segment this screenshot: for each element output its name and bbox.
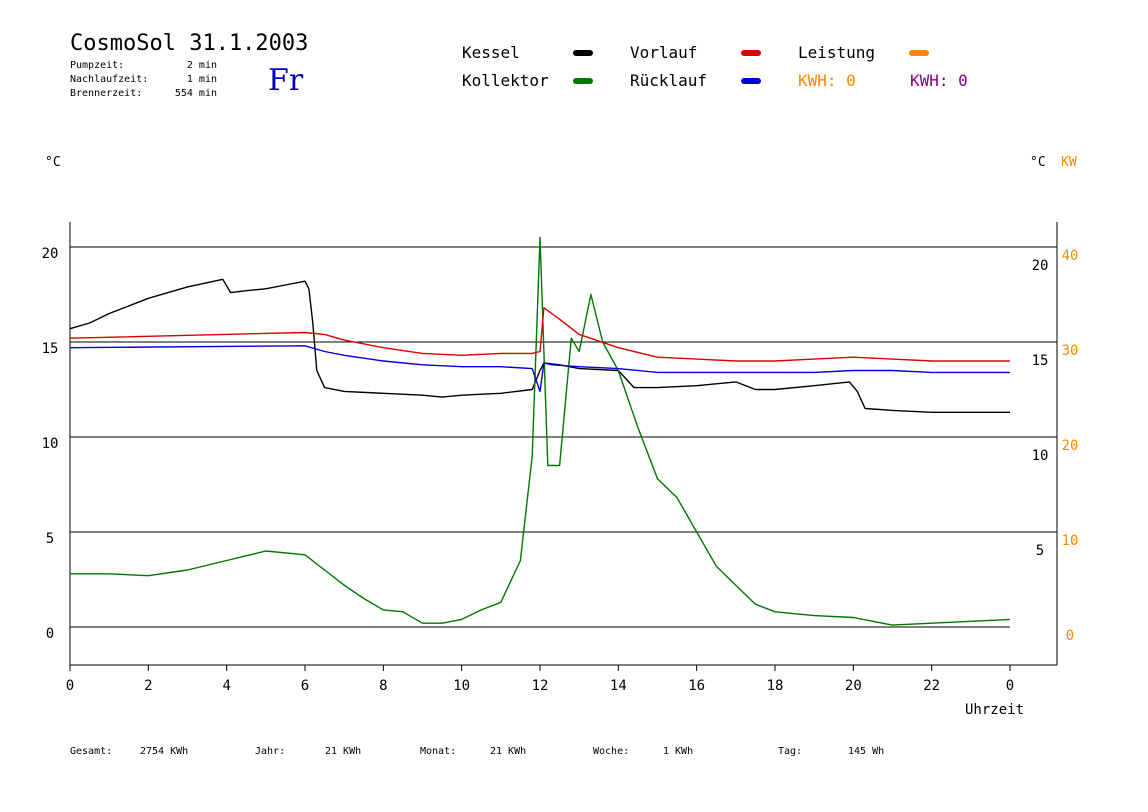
legend-label: Kessel [462,43,520,62]
x-tick-label: 16 [688,678,705,694]
x-tick-label: 12 [532,678,549,694]
x-tick-label: 10 [453,678,470,694]
y-tick-label-left: 0 [46,626,54,642]
info-label: Nachlaufzeit: [70,74,148,85]
footer-totals: Gesamt: 2754 KWh Jahr: 21 KWh Monat: 21 KWh Wo… [70,746,884,757]
legend-label: Kollektor [462,71,549,90]
footer-value: 2754 KWh [140,746,188,757]
y-tick-label-left: 20 [42,246,59,262]
series-line-kollektor [70,236,1011,626]
kwh-readout: KWH: 0 [910,71,968,90]
x-tick-label: 2 [144,678,152,694]
info-block: Pumpzeit: 2 min Nachlaufzeit: 1 min Brennerz… [70,60,217,99]
x-tick-label: 6 [301,678,309,694]
y-tick-label-kw: 30 [1062,343,1079,359]
y-tick-label-right: 20 [1032,258,1049,274]
x-tick-label: 4 [222,678,230,694]
y-tick-label-kw: 10 [1062,533,1079,549]
info-label: Pumpzeit: [70,60,124,71]
series-line-vorlauf [69,307,1010,362]
axes [69,222,1058,666]
footer-label: Jahr: [255,746,285,757]
info-value: 554 min [175,88,217,99]
kwh-readout: KWH: 0 [798,71,856,90]
footer-label: Gesamt: [70,746,112,757]
x-tick-label: 14 [610,678,627,694]
legend-label: Vorlauf [630,43,697,62]
x-tick-label: 20 [845,678,862,694]
footer-label: Woche: [593,746,629,757]
footer-label: Monat: [420,746,456,757]
info-label: Brennerzeit: [70,88,142,99]
y-axis-label-left: °C [45,155,61,170]
legend-label: Rücklauf [630,71,707,90]
info-value: 1 min [187,74,217,85]
tick-labels: 0 2 4 6 8 10 12 14 16 18 20 22 0 0 5 10 15 20 5 10 15 20 0 10 20… [42,246,1079,694]
y-tick-label-right: 10 [1032,448,1049,464]
y-tick-label-kw: 0 [1066,628,1074,644]
x-tick-label: 22 [923,678,940,694]
legend: Kessel Kollektor Vorlauf Rücklauf Leistung KW… [462,43,968,90]
y-tick-label-left: 5 [46,531,54,547]
footer-value: 21 KWh [325,746,361,757]
page-title: CosmoSol 31.1.2003 [70,31,308,56]
series-line-kessel [69,278,1010,413]
y-tick-label-kw: 40 [1062,248,1079,264]
footer-value: 21 KWh [490,746,526,757]
x-tick-label: 18 [767,678,784,694]
x-tick-label: 0 [66,678,74,694]
y-tick-label-left: 15 [42,341,59,357]
footer-label: Tag: [778,746,802,757]
y-tick-label-right: 15 [1032,353,1049,369]
series-layer [69,236,1011,626]
footer-value: 1 KWh [663,746,693,757]
y-axis-label-right: °C [1030,155,1046,170]
day-label: Fr [268,63,304,98]
legend-label: Leistung [798,43,875,62]
x-tick-label: 8 [379,678,387,694]
grid [70,246,1057,533]
x-tick-label: 0 [1006,678,1014,694]
x-axis-label: Uhrzeit [965,702,1024,718]
y-tick-label-left: 10 [42,436,59,452]
y-tick-label-right: 5 [1036,543,1044,559]
info-value: 2 min [187,60,217,71]
series-line-rücklauf [69,345,1010,393]
footer-value: 145 Wh [848,746,884,757]
y-axis-label-kw: KW [1061,155,1077,170]
y-tick-label-kw: 20 [1062,438,1079,454]
